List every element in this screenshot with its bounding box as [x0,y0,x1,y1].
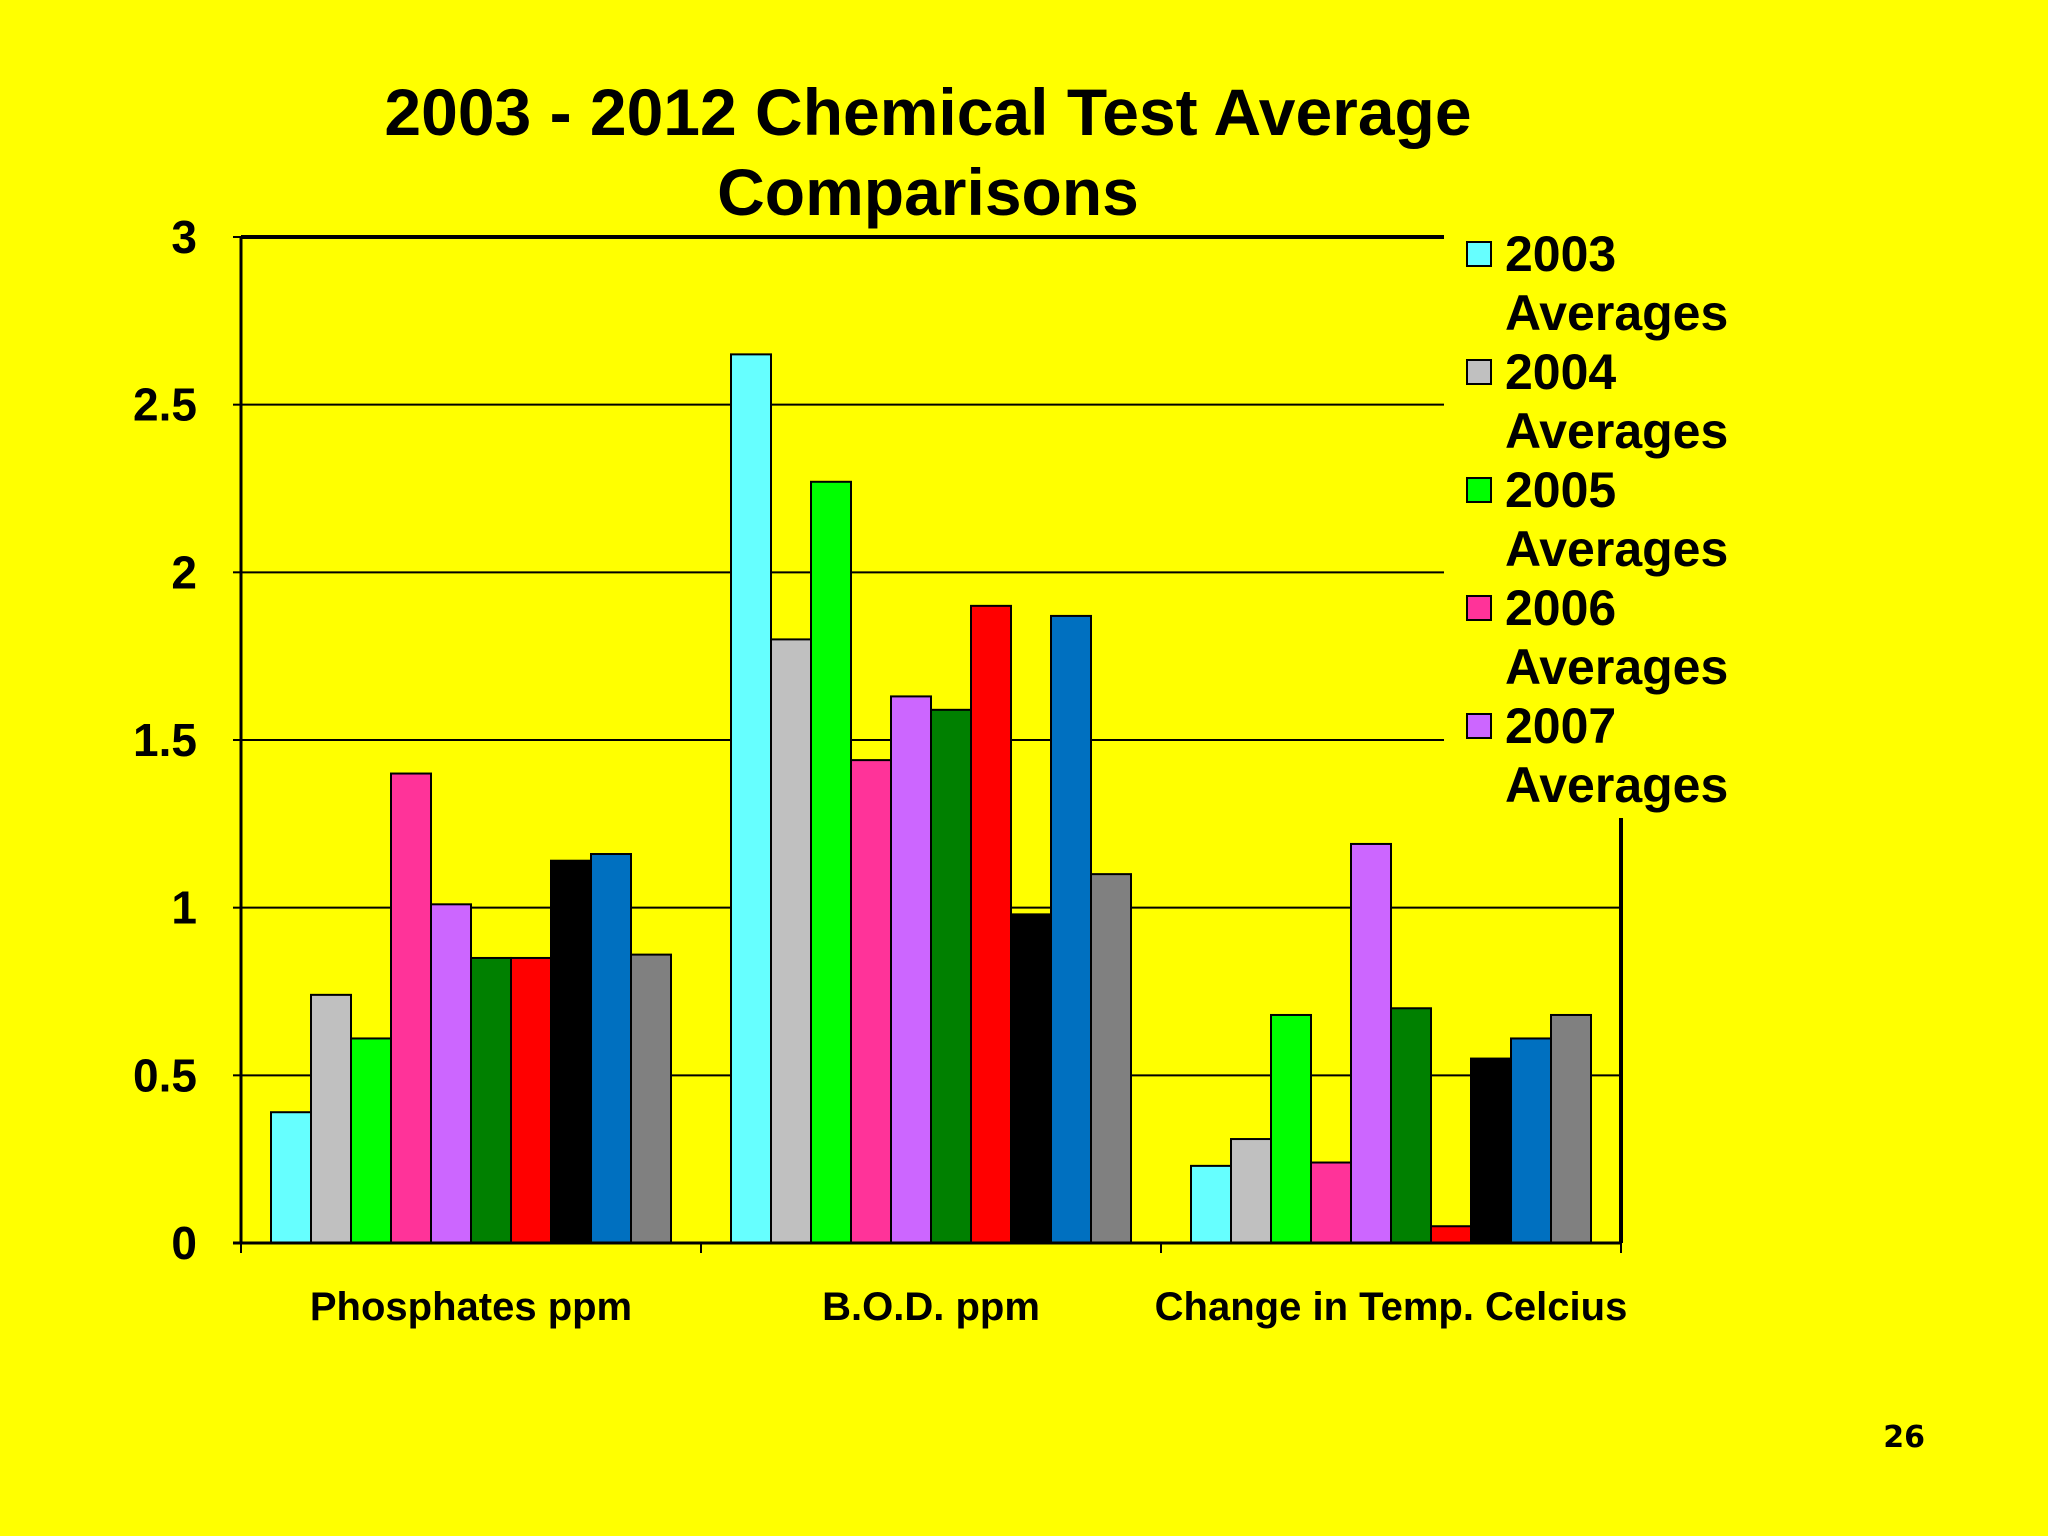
x-category-label: Change in Temp. Celcius [1155,1285,1628,1329]
bar [930,708,972,1244]
y-tick-label: 2 [171,546,197,598]
bar [1470,1057,1512,1244]
bar [890,695,932,1244]
bar [1190,1164,1232,1244]
bar [1510,1037,1552,1244]
legend-label-text: Averages [1505,521,1728,577]
chart-title: 2003 - 2012 Chemical Test Average Compar… [384,75,1471,229]
bar [770,638,812,1244]
bar [810,480,852,1244]
y-tick-label: 3 [171,211,197,263]
legend-box [1444,228,1760,818]
x-axis-categories: Phosphates ppm B.O.D. ppm Change in Temp. … [310,1285,1627,1329]
chart-title-line-2: Comparisons [717,155,1139,229]
bar [630,953,672,1244]
bar [850,759,892,1244]
bar [1390,1007,1432,1244]
y-tick-label: 1 [171,882,197,934]
bar [270,1111,312,1244]
x-category-label: B.O.D. ppm [822,1285,1040,1329]
legend-label-text: Averages [1505,639,1728,695]
x-category-label: Phosphates ppm [310,1285,632,1329]
y-tick-label: 1.5 [133,714,197,766]
bar [430,903,472,1245]
bar [1050,614,1092,1244]
legend-label-text: Averages [1505,285,1728,341]
page-number: 26 [1883,1420,1925,1455]
bar [390,772,432,1244]
chart-title-line-1: 2003 - 2012 Chemical Test Average [384,75,1471,149]
bar [1010,913,1052,1245]
bar [970,604,1012,1244]
axes [233,236,1623,1253]
bar [1090,873,1132,1245]
y-tick-label: 0.5 [133,1049,197,1101]
bar [470,956,512,1244]
y-axis-ticks: 0 0.5 1 1.5 2 2.5 3 [133,211,197,1269]
legend-label-text: Averages [1505,757,1728,813]
bar [1550,1013,1592,1244]
bar [550,859,592,1244]
bars [270,353,1592,1245]
bar [1350,842,1392,1244]
legend: 2003Averages2004Averages2005Averages2006… [1444,226,1760,818]
bar [1310,1161,1352,1245]
bar [1430,1225,1472,1244]
bar [350,1037,392,1244]
bar [590,853,632,1244]
legend-label-year: 2003 [1505,226,1616,282]
legend-swatch [1466,477,1492,503]
legend-label-text: Averages [1505,403,1728,459]
legend-label-year: 2004 [1505,344,1616,400]
y-tick-label: 2.5 [133,379,197,431]
y-tick-label: 0 [171,1217,197,1269]
bar [510,956,552,1244]
bar [730,353,772,1245]
bar [310,993,352,1244]
legend-swatch [1466,359,1492,385]
legend-swatch [1466,595,1492,621]
bar [1230,1138,1272,1244]
legend-label-year: 2005 [1505,462,1616,518]
bar [1270,1013,1312,1244]
legend-label-year: 2007 [1505,698,1616,754]
legend-label-year: 2006 [1505,580,1616,636]
legend-swatch [1466,241,1492,267]
legend-swatch [1466,713,1492,739]
